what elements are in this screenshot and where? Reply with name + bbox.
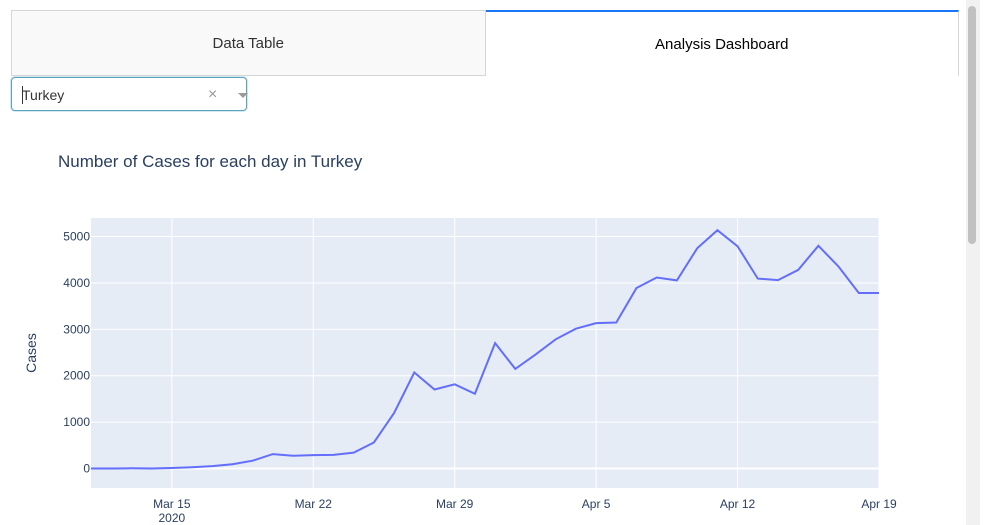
chevron-down-icon[interactable] bbox=[238, 93, 248, 98]
y-tick-label: 2000 bbox=[63, 369, 90, 383]
x-tick-label: Apr 5 bbox=[582, 497, 611, 511]
cases-chart: Number of Cases for each day in Turkey 0… bbox=[0, 130, 960, 525]
tab-bar: Data Table Analysis Dashboard bbox=[11, 10, 959, 76]
x-tick-label: Apr 19 bbox=[861, 497, 897, 511]
tab-data-table[interactable]: Data Table bbox=[11, 10, 486, 76]
x-tick-label: Mar 22 bbox=[295, 497, 333, 511]
dropdown-value: Turkey bbox=[22, 87, 64, 103]
x-tick-label: Apr 12 bbox=[720, 497, 756, 511]
vertical-scrollbar[interactable] bbox=[966, 0, 980, 525]
x-tick-label: Mar 15 bbox=[153, 497, 191, 511]
y-tick-label: 0 bbox=[83, 462, 90, 476]
y-axis-title: Cases bbox=[23, 333, 39, 373]
plot-area bbox=[91, 218, 879, 488]
y-tick-label: 3000 bbox=[63, 322, 90, 336]
scrollbar-thumb[interactable] bbox=[968, 6, 976, 244]
y-tick-label: 4000 bbox=[63, 276, 90, 290]
tab-analysis-dashboard[interactable]: Analysis Dashboard bbox=[486, 10, 960, 76]
y-tick-label: 1000 bbox=[63, 415, 90, 429]
tab-label: Analysis Dashboard bbox=[655, 36, 788, 53]
x-tick-year-label: 2020 bbox=[158, 511, 185, 525]
tab-label: Data Table bbox=[213, 35, 284, 52]
country-dropdown[interactable]: Turkey × bbox=[11, 77, 247, 111]
y-tick-label: 5000 bbox=[63, 230, 90, 244]
clear-icon[interactable]: × bbox=[208, 86, 217, 104]
chart-title: Number of Cases for each day in Turkey bbox=[58, 152, 363, 171]
y-tick-labels: 0 1000 2000 3000 4000 5000 bbox=[63, 230, 90, 476]
x-tick-label: Mar 29 bbox=[436, 497, 474, 511]
